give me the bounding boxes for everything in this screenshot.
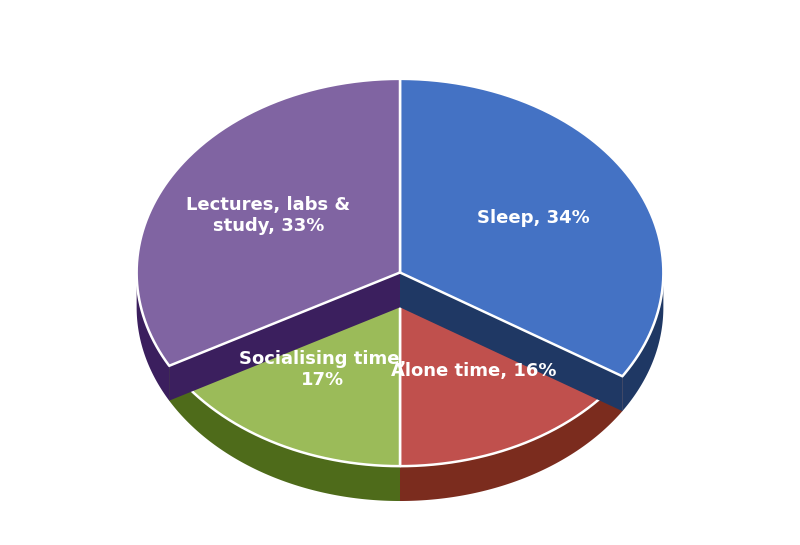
Polygon shape [137, 273, 170, 401]
Polygon shape [400, 376, 622, 501]
Polygon shape [170, 272, 400, 401]
Text: Socialising time,
17%: Socialising time, 17% [238, 350, 406, 389]
Text: Alone time, 16%: Alone time, 16% [391, 362, 556, 380]
Polygon shape [400, 272, 622, 411]
Text: Sleep, 34%: Sleep, 34% [478, 209, 590, 227]
Polygon shape [400, 272, 622, 466]
Text: Lectures, labs &
study, 33%: Lectures, labs & study, 33% [186, 196, 350, 235]
Polygon shape [622, 272, 663, 411]
Polygon shape [170, 272, 400, 466]
Polygon shape [170, 366, 400, 501]
Polygon shape [170, 272, 400, 401]
Polygon shape [137, 79, 400, 366]
Polygon shape [400, 272, 622, 411]
Polygon shape [400, 79, 663, 376]
